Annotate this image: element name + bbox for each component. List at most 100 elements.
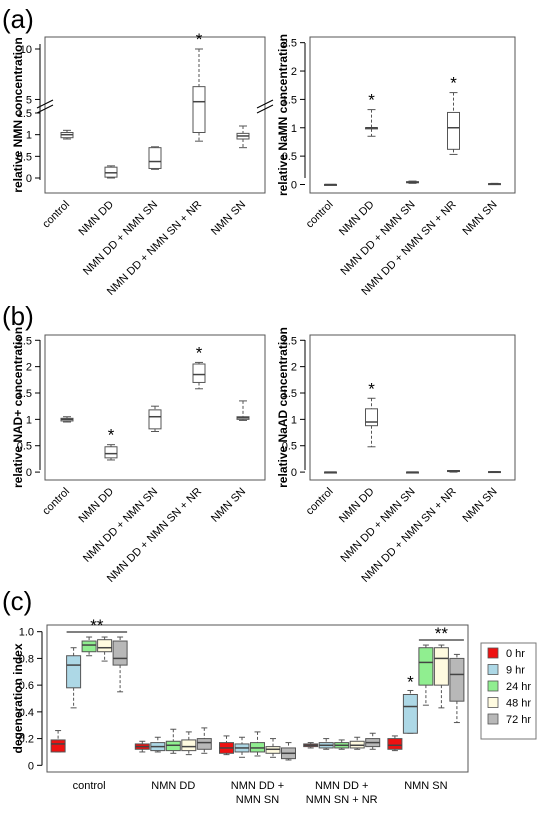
x-category-label: control xyxy=(304,486,336,518)
axis-break-mark xyxy=(36,99,54,109)
x-category-label: NMN DD + NMN SN xyxy=(338,199,417,278)
y-tick-label: 0.2 xyxy=(19,734,34,746)
x-category-label: control xyxy=(40,199,72,231)
panel-label-a: (a) xyxy=(2,4,34,34)
x-category-label: NMN DD xyxy=(337,486,377,526)
degeneration-chart: 0 0.2 0.4 0.6 0.8 1.0 degeneration index contro… xyxy=(11,616,537,806)
legend-swatch xyxy=(487,713,499,725)
y-tick-label: 1 xyxy=(291,123,297,135)
plot-frame xyxy=(309,334,516,481)
y-tick-label: 1.5 xyxy=(282,94,297,106)
y-tick-label: 0.5 xyxy=(282,441,297,453)
box-9-hr xyxy=(402,693,418,734)
y-tick-label: 2 xyxy=(291,362,297,374)
x-category-label: NMN SN xyxy=(209,486,248,525)
y-axis-label: relative NAD+ concentration xyxy=(11,327,25,488)
group-label: NMN DD xyxy=(151,780,195,792)
y-tick-label: 0 xyxy=(26,467,32,479)
legend-label: 0 hr xyxy=(506,648,525,660)
x-category-label: NMN DD xyxy=(77,199,117,239)
significance-star: * xyxy=(196,30,203,49)
box-0-hr xyxy=(387,738,403,750)
box xyxy=(365,408,378,427)
box-48-hr xyxy=(181,739,197,752)
y-tick-label: 1 xyxy=(26,130,32,142)
box xyxy=(104,446,118,459)
significance-star: * xyxy=(407,672,414,691)
box xyxy=(148,147,162,169)
y-tick-label: 1.5 xyxy=(17,388,32,400)
legend-swatch xyxy=(487,680,499,692)
x-category-label: NMN DD + NMN SN xyxy=(81,486,160,565)
y-tick-label: 0 xyxy=(291,467,297,479)
panel-label-c: (c) xyxy=(2,586,32,616)
legend-swatch xyxy=(487,664,499,675)
axis-break-mark xyxy=(256,99,274,109)
y-tick-label: 1.5 xyxy=(282,388,297,400)
significance-star: ** xyxy=(435,624,449,643)
y-tick-label: 2 xyxy=(291,66,297,78)
box-48-hr xyxy=(97,639,113,653)
y-tick-label: 0 xyxy=(26,173,32,185)
significance-star: * xyxy=(368,91,375,110)
x-category-label: NMN DD xyxy=(337,199,377,239)
y-tick-label: 1.0 xyxy=(19,627,34,639)
box xyxy=(192,86,206,133)
box-0-hr xyxy=(50,739,66,753)
x-category-label: NMN SN xyxy=(460,199,499,238)
plot-frame xyxy=(46,624,469,773)
y-axis-label: degeneration index xyxy=(11,643,25,753)
y-tick-label: 1 xyxy=(291,414,297,426)
x-category-label: NMN DD + NMN SN + NR xyxy=(105,486,204,585)
axis-break-mark xyxy=(256,104,274,114)
x-category-label: NMN SN xyxy=(460,486,499,525)
box-9-hr xyxy=(66,655,82,689)
group-label: NMN DD + xyxy=(231,780,284,792)
y-tick-label: 2 xyxy=(26,362,32,374)
y-tick-label: 5 xyxy=(26,94,32,106)
group-label: NMN SN xyxy=(404,780,447,792)
group-label: NMN SN xyxy=(236,794,279,806)
significance-star: * xyxy=(368,379,375,398)
box xyxy=(148,409,162,430)
x-category-label: NMN DD + NMN SN + NR xyxy=(105,199,204,298)
box-72-hr xyxy=(112,640,128,666)
box-24-hr xyxy=(418,647,434,686)
significance-star: * xyxy=(196,343,203,362)
legend-label: 48 hr xyxy=(506,698,531,710)
significance-star: ** xyxy=(90,616,104,635)
y-tick-label: 0.5 xyxy=(17,151,32,163)
box xyxy=(447,111,460,150)
y-tick-label: 0 xyxy=(291,179,297,191)
box-72-hr xyxy=(449,657,465,702)
x-category-label: control xyxy=(304,199,336,231)
x-category-label: NMN DD xyxy=(77,486,117,526)
y-tick-label: 0.4 xyxy=(19,707,34,719)
box-24-hr xyxy=(81,640,97,653)
y-tick-label: 0.5 xyxy=(17,441,32,453)
x-category-label: NMN DD + NMN SN xyxy=(81,199,160,278)
significance-star: * xyxy=(108,426,115,445)
y-tick-label: 2.5 xyxy=(282,38,297,50)
box-72-hr xyxy=(196,738,212,750)
y-tick-label: 2.5 xyxy=(282,335,297,347)
x-category-label: NMN DD + NMN SN xyxy=(338,486,417,565)
box-48-hr xyxy=(433,647,449,686)
group-label: control xyxy=(73,780,106,792)
plot-frame xyxy=(44,334,266,481)
y-tick-label: 1 xyxy=(26,414,32,426)
legend-label: 24 hr xyxy=(506,681,531,693)
y-axis-label: relative NMN concentration xyxy=(11,37,25,192)
legend: 0 hr 9 hr 24 hr 48 hr 72 hr xyxy=(480,642,537,740)
y-tick-label: 0.8 xyxy=(19,653,34,665)
panel-label-b: (b) xyxy=(2,301,34,331)
x-category-label: NMN SN xyxy=(209,199,248,238)
y-axis-label: relative NaAD concentration xyxy=(276,327,290,488)
y-axis-label: relative NaMN concentration xyxy=(276,34,290,196)
y-tick-label: 1.5 xyxy=(17,108,32,120)
y-tick-label: 0.5 xyxy=(282,151,297,163)
y-tick-label: 0.6 xyxy=(19,680,34,692)
